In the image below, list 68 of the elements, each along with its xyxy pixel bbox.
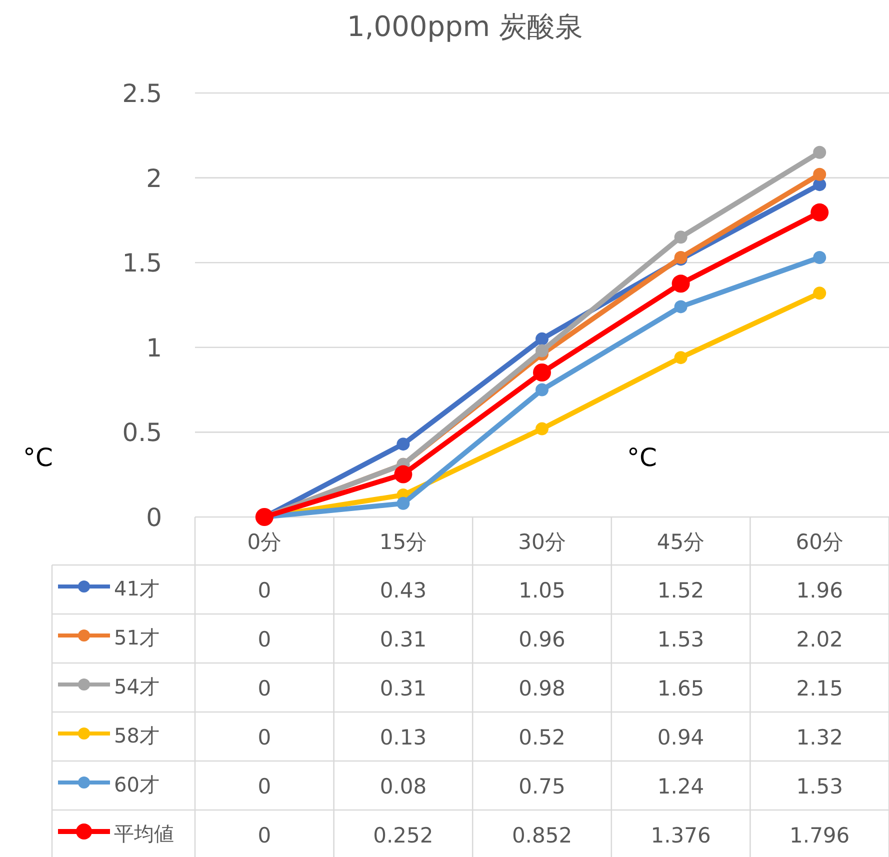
point	[810, 203, 829, 222]
data-label: 0.96	[518, 628, 566, 652]
data-label: 0.252	[373, 824, 434, 848]
data-label: 0.31	[380, 676, 427, 700]
point	[813, 168, 826, 181]
x-tick-label: 0分	[247, 530, 282, 554]
y-tick-label: 2	[146, 164, 162, 193]
data-label: 0	[258, 676, 272, 700]
data-label: 1.65	[657, 676, 704, 700]
point	[813, 251, 826, 264]
data-label: 2.15	[796, 676, 843, 700]
point	[813, 286, 826, 300]
data-label: 1.53	[657, 628, 704, 652]
x-tick-label: 60分	[796, 530, 844, 554]
x-tick-label: 45分	[656, 530, 705, 554]
legend-label: 60才	[114, 772, 160, 796]
data-label: 0	[258, 824, 272, 848]
y-axis-title: °C	[23, 443, 53, 472]
data-label: 1.53	[796, 774, 843, 798]
chart-title: 1,000ppm 炭酸泉	[347, 10, 583, 43]
point	[674, 230, 688, 244]
data-label: 2.02	[796, 628, 843, 652]
point	[536, 422, 548, 436]
point	[255, 508, 274, 526]
data-label: 0.31	[380, 628, 427, 652]
data-label: 0	[258, 578, 272, 602]
legend-label: 平均値	[114, 822, 174, 846]
data-label: 1.376	[650, 824, 711, 848]
data-label: 1.52	[657, 578, 704, 602]
data-label: 0.52	[518, 726, 566, 750]
data-label: 0.98	[518, 676, 566, 700]
annotation: °C	[627, 443, 657, 472]
point	[674, 351, 688, 364]
data-label: 0	[258, 774, 272, 798]
data-label: 0	[258, 628, 272, 652]
data-label: 0	[258, 726, 272, 750]
y-tick-label: 0.5	[122, 418, 162, 448]
legend-label: 51才	[114, 626, 160, 650]
data-label: 0.852	[512, 824, 572, 848]
data-label: 1.24	[657, 774, 704, 798]
point	[536, 344, 548, 358]
point	[396, 438, 410, 451]
point	[536, 383, 548, 396]
y-tick-label: 1	[146, 333, 162, 362]
data-label: 0.13	[380, 726, 427, 750]
y-tick-label: 2.5	[122, 79, 162, 108]
point	[813, 146, 826, 159]
y-tick-label: 1.5	[122, 248, 162, 278]
data-label: 1.05	[518, 578, 566, 602]
point	[394, 465, 412, 484]
data-label: 0.08	[380, 774, 427, 798]
legend-label: 41才	[114, 576, 160, 600]
legend-label: 54才	[114, 674, 160, 698]
y-tick-label: 0	[146, 503, 162, 532]
point	[536, 332, 548, 346]
data-label: 1.796	[790, 824, 850, 848]
point	[674, 300, 688, 314]
data-label: 0.94	[657, 726, 704, 750]
x-tick-label: 30分	[518, 530, 566, 554]
data-label: 0.75	[518, 774, 566, 798]
data-label: 1.96	[796, 578, 843, 602]
x-tick-label: 15分	[379, 530, 428, 554]
point	[672, 274, 690, 293]
point	[396, 496, 410, 510]
legend-label: 58才	[114, 724, 160, 748]
data-label: 1.32	[796, 726, 843, 750]
point	[533, 364, 551, 382]
data-label: 0.43	[380, 578, 427, 602]
